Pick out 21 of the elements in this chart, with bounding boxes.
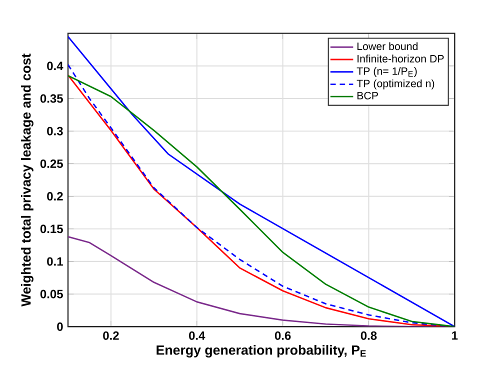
legend-label: TP (optimized n) (356, 79, 434, 90)
x-tick-label: 0.2 (103, 331, 119, 340)
x-tick-label: 0.6 (274, 331, 291, 340)
y-tick-label: 0.2 (47, 192, 63, 201)
legend-label: Lower bound (357, 42, 418, 50)
y-axis-title: Weighted total privacy leakage and cost (20, 54, 34, 307)
legend-label: TP (n= 1/P$_{E}$) (356, 67, 417, 77)
y-tick-label: 0.1 (47, 257, 63, 266)
y-tick-label: 0.4 (47, 62, 64, 70)
legend-label: Infinite-horizon DP (358, 54, 444, 62)
legend-label: BCP (357, 92, 378, 100)
y-tick-label: 0 (57, 322, 63, 331)
x-tick-label: 0.8 (360, 331, 377, 340)
y-tick-label: 0.05 (40, 290, 63, 298)
x-axis-title: Energy generation probability, P$_{E}$ (156, 345, 366, 358)
y-tick-label: 0.3 (47, 126, 63, 136)
y-tick-label: 0.35 (40, 94, 63, 103)
x-tick-label: 1 (452, 331, 458, 340)
y-tick-label: 0.25 (40, 159, 63, 168)
x-tick-label: 0.4 (189, 331, 206, 340)
y-tick-label: 0.15 (40, 224, 63, 234)
